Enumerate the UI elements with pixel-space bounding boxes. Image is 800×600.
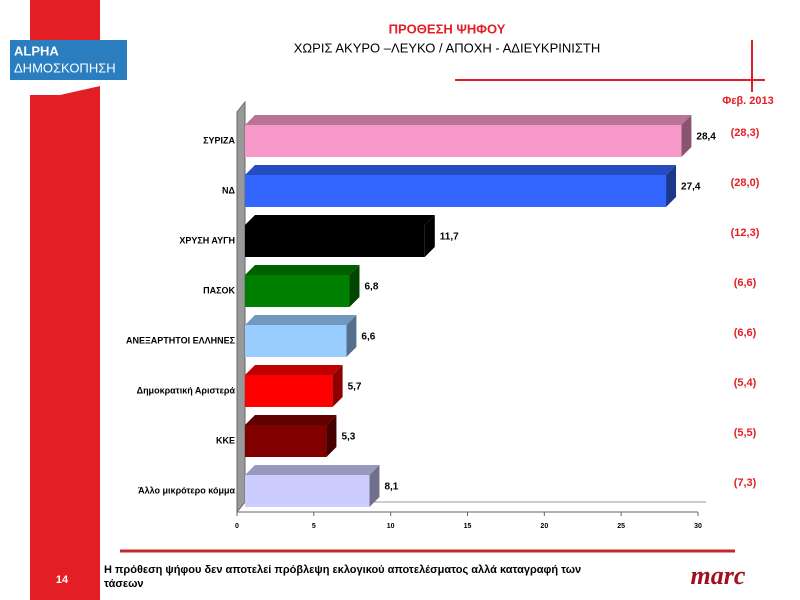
side-wall — [236, 100, 246, 514]
bar-top — [245, 215, 435, 225]
bar-top — [245, 315, 357, 325]
bar — [245, 475, 370, 507]
logo-top: ALPHA — [14, 43, 59, 58]
footnote: Η πρόθεση ψήφου δεν αποτελεί πρόβλεψη εκ… — [104, 564, 582, 590]
y-tick-label: ΣΥΡΙΖΑ — [203, 135, 235, 145]
plot: 0 5 10 15 20 25 30 ΣΥΡΙΖΑ 28,4 (28,3) ΝΔ 27,4 (28,0)… — [126, 100, 760, 530]
y-tick-label: ΚΚΕ — [216, 435, 235, 445]
annotation: (6,6) — [734, 277, 757, 289]
value-label: 6,6 — [361, 332, 375, 343]
bar-side — [666, 165, 677, 207]
bar — [245, 125, 682, 157]
bar-side — [369, 465, 380, 507]
bar-top — [245, 365, 343, 375]
bar-side — [424, 215, 435, 257]
bar-side — [326, 415, 337, 457]
annotation: (7,3) — [734, 477, 757, 489]
y-tick-label: ΝΔ — [222, 185, 235, 195]
bar — [245, 325, 347, 357]
bar — [245, 425, 327, 457]
y-tick-label: Δημοκρατική Αριστερά — [137, 385, 236, 395]
x-tick-label: 10 — [387, 523, 395, 530]
annotation: (28,3) — [731, 127, 760, 139]
footnote-box: Η πρόθεση ψήφου δεν αποτελεί πρόβλεψη εκ… — [104, 564, 582, 590]
bar-side — [681, 115, 692, 157]
value-label: 11,7 — [440, 232, 459, 243]
bar-side — [349, 265, 360, 307]
x-tick-label: 30 — [694, 523, 702, 530]
bar-top — [245, 415, 337, 425]
page-number: 14 — [56, 574, 69, 586]
bar-top — [245, 115, 692, 125]
annotation: (5,4) — [734, 377, 757, 389]
logo-box — [10, 40, 127, 80]
x-tick-label: 0 — [235, 523, 239, 530]
value-label: 5,7 — [348, 382, 362, 393]
side-band — [30, 0, 100, 600]
annotation: (6,6) — [734, 327, 757, 339]
x-tick-label: 20 — [540, 523, 548, 530]
value-label: 6,8 — [364, 282, 378, 293]
bar — [245, 275, 350, 307]
y-tick-label: ΠΑΣΟΚ — [203, 285, 235, 295]
x-tick-label: 15 — [464, 523, 472, 530]
y-tick-label: ΧΡΥΣΗ ΑΥΓΗ — [179, 235, 235, 245]
value-label: 5,3 — [341, 432, 355, 443]
annotation: (28,0) — [731, 177, 760, 189]
x-tick-label: 25 — [617, 523, 625, 530]
y-tick-label: ΑΝΕΞΑΡΤΗΤΟΙ ΕΛΛΗΝΕΣ — [126, 335, 236, 345]
y-tick-label: Άλλο μικρότερο κόμμα — [138, 485, 235, 495]
annotation: (5,5) — [734, 427, 757, 439]
logo-swoosh — [10, 80, 127, 95]
bar — [245, 225, 425, 257]
bar-side — [332, 365, 343, 407]
value-label: 8,1 — [384, 482, 398, 493]
bar — [245, 175, 667, 207]
annotation: (12,3) — [731, 227, 760, 239]
value-label: 27,4 — [681, 182, 701, 193]
x-tick-label: 5 — [312, 523, 316, 530]
brand-logo: marc — [691, 561, 746, 590]
bar-side — [346, 315, 357, 357]
logo-bottom: ΔΗΜΟΣΚΟΠΗΣΗ — [14, 60, 116, 75]
bar — [245, 375, 333, 407]
chart-subtitle: ΧΩΡΙΣ ΑΚΥΡΟ –ΛΕΥΚΟ / ΑΠΟΧΗ - ΑΔΙΕΥΚΡΙΝΙΣ… — [294, 40, 600, 55]
bar-top — [245, 465, 380, 475]
value-label: 28,4 — [696, 132, 716, 143]
chart-title: ΠΡΟΘΕΣΗ ΨΗΦΟΥ — [389, 21, 506, 36]
date-label: Φεβ. 2013 — [722, 95, 774, 107]
bar-top — [245, 165, 677, 175]
bar-top — [245, 265, 360, 275]
